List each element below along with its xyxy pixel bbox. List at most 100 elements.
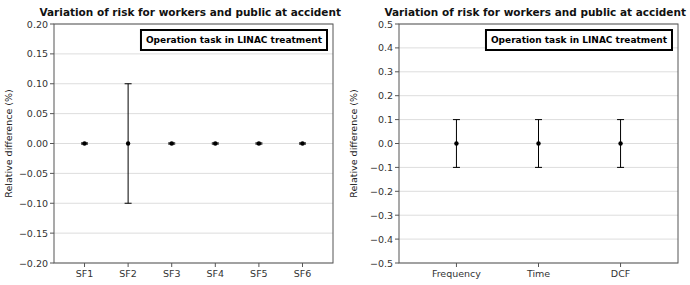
legend-box	[141, 30, 327, 50]
panel: −0.5 −0.4 −0.3 −0.2 −0.1 0.0 0.1 0.2 0.3 0.4 0.5 Fr…	[348, 6, 686, 279]
y-tick	[395, 24, 399, 25]
y-tick	[395, 143, 399, 144]
error-bar	[617, 120, 624, 168]
point	[213, 141, 217, 145]
panel: −0.20 −0.15 −0.10 −0.05 0.00 0.05 0.10 0.15 0.20…	[3, 6, 341, 279]
grid-line	[54, 143, 333, 144]
y-tick-label: 0.15	[27, 48, 48, 59]
x-tick-label: SF3	[163, 268, 181, 279]
x-tick	[171, 263, 172, 267]
point	[454, 141, 458, 145]
y-tick-label: 0.05	[27, 108, 48, 119]
y-tick-label: 0.1	[378, 114, 393, 125]
y-tick-label: −0.1	[370, 162, 393, 173]
y-tick	[395, 95, 399, 96]
title: Variation of risk for workers and public…	[384, 6, 686, 18]
point	[82, 141, 86, 145]
error-bar	[535, 120, 542, 168]
x-tick-label: DCF	[611, 268, 630, 279]
point	[170, 141, 174, 145]
legend: Operation task in LINAC treatment	[141, 30, 327, 50]
y-tick-label: −0.10	[19, 198, 48, 209]
grid-line	[399, 71, 678, 72]
point	[536, 141, 540, 145]
grid-line	[399, 191, 678, 192]
background	[0, 0, 690, 285]
marks	[81, 84, 306, 204]
y-tick	[395, 167, 399, 168]
y-tick	[395, 215, 399, 216]
point	[300, 141, 304, 145]
grid-line	[399, 215, 678, 216]
y-tick-label: 0.5	[378, 19, 393, 30]
y-axis-label: Relative difference (%)	[348, 89, 359, 197]
y-tick-label: −0.5	[370, 258, 393, 269]
x-tick	[302, 263, 303, 267]
y-tick	[50, 113, 54, 114]
grid-line	[54, 233, 333, 234]
legend-entry: Operation task in LINAC treatment	[491, 35, 668, 45]
x-tick	[258, 263, 259, 267]
y-tick	[395, 263, 399, 264]
point	[257, 141, 261, 145]
x-tick	[84, 263, 85, 267]
x-tick-label: Time	[526, 268, 550, 279]
grid-line	[54, 113, 333, 114]
y-tick-label: −0.4	[370, 234, 393, 245]
grid-line	[399, 95, 678, 96]
y-tick	[50, 53, 54, 54]
y-tick-label: −0.05	[19, 168, 48, 179]
x-tick-label: Frequency	[432, 268, 481, 279]
y-tick-label: −0.3	[370, 210, 393, 221]
point	[126, 141, 130, 145]
y-tick	[395, 71, 399, 72]
y-tick	[50, 24, 54, 25]
y-tick-label: 0.3	[378, 66, 393, 77]
y-tick-label: −0.2	[370, 186, 393, 197]
y-axis-label: Relative difference (%)	[3, 89, 14, 197]
y-tick	[395, 239, 399, 240]
x-tick-label: SF5	[250, 268, 268, 279]
grid-line	[54, 173, 333, 174]
x-tick-label: SF2	[119, 268, 137, 279]
y-tick	[50, 263, 54, 264]
plot-frame	[399, 24, 678, 263]
y-tick	[395, 119, 399, 120]
y-tick-label: 0.20	[27, 19, 48, 30]
plot-frame	[54, 24, 333, 263]
x-tick	[128, 263, 129, 267]
y-tick-label: −0.20	[19, 258, 48, 269]
x-tick-label: SF6	[294, 268, 312, 279]
y-tick-label: 0.0	[378, 138, 393, 149]
y-tick-label: 0.00	[27, 138, 48, 149]
x-tick	[538, 263, 539, 267]
marks	[453, 120, 624, 168]
y-tick-label: 0.10	[27, 78, 48, 89]
figure: −0.20−0.15−0.10−0.050.000.050.100.150.20…	[0, 0, 690, 285]
y-tick-label: 0.2	[378, 90, 393, 101]
x-tick	[620, 263, 621, 267]
y-tick-label: −0.15	[19, 228, 48, 239]
grid-line	[54, 53, 333, 54]
y-tick	[50, 173, 54, 174]
y-tick	[50, 83, 54, 84]
legend: Operation task in LINAC treatment	[486, 30, 672, 50]
x-tick-label: SF1	[76, 268, 94, 279]
grid-line	[54, 203, 333, 204]
x-tick	[215, 263, 216, 267]
error-bar	[453, 120, 460, 168]
title: Variation of risk for workers and public…	[39, 6, 341, 18]
grid-line	[54, 83, 333, 84]
y-tick	[395, 191, 399, 192]
y-tick	[50, 233, 54, 234]
y-tick	[50, 203, 54, 204]
y-tick-label: 0.4	[378, 42, 393, 53]
y-tick	[50, 143, 54, 144]
grid-line	[399, 239, 678, 240]
x-tick	[456, 263, 457, 267]
point	[618, 141, 622, 145]
legend-box	[486, 30, 672, 50]
error-bar	[125, 84, 132, 204]
y-tick	[395, 47, 399, 48]
x-tick-label: SF4	[207, 268, 225, 279]
